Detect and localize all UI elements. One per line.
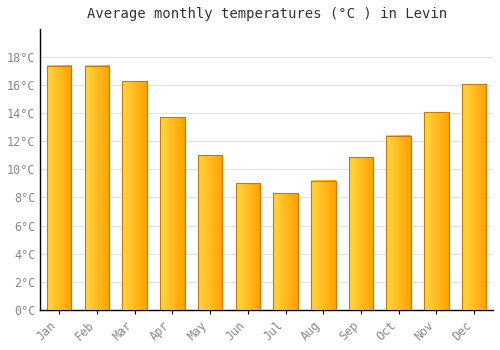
Bar [348,157,374,310]
Bar [236,183,260,310]
Bar [462,84,486,310]
Bar [274,193,298,310]
Bar [160,118,184,310]
Bar [47,65,72,310]
Bar [386,136,411,310]
Bar [424,112,448,310]
Bar [84,65,109,310]
Bar [311,181,336,310]
Bar [122,81,147,310]
Bar [198,155,222,310]
Title: Average monthly temperatures (°C ) in Levin: Average monthly temperatures (°C ) in Le… [86,7,446,21]
